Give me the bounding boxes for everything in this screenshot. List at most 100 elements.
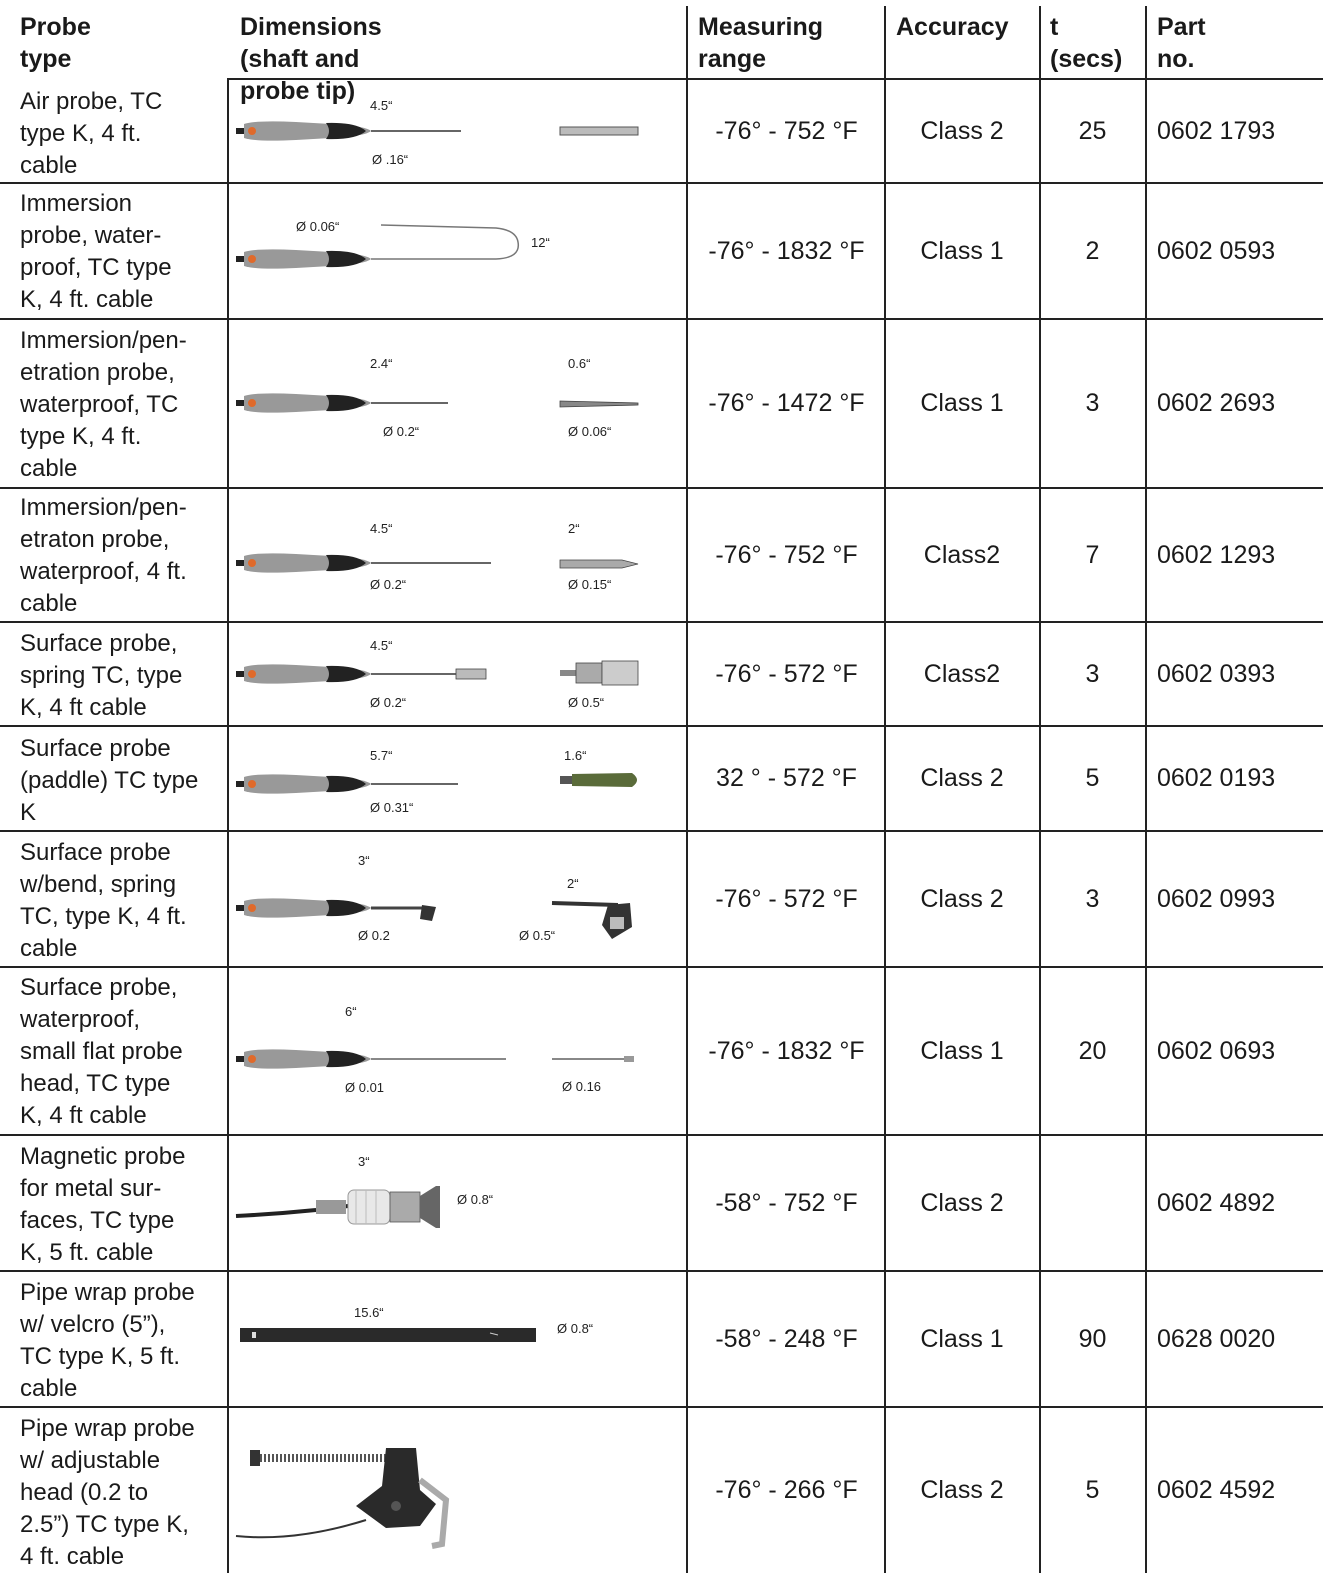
desc-line: type K, 4 ft.	[20, 120, 142, 147]
desc-line: Immersion/pen-	[20, 327, 187, 354]
probe-tip-image	[551, 901, 632, 939]
accuracy: Class 1	[920, 1036, 1004, 1065]
desc-line: Surface probe,	[20, 974, 178, 1001]
shaft-length-label: 5.7“	[370, 748, 393, 763]
row-divider	[0, 1406, 1323, 1408]
desc-line: waterproof, 4 ft.	[20, 558, 187, 585]
response-time: 5	[1085, 1476, 1100, 1504]
desc-line: head, TC type	[20, 1070, 171, 1097]
measuring-range: -76° - 1832 °F	[708, 1036, 865, 1065]
part-number: 0602 0693	[1157, 1036, 1276, 1065]
desc-line: cable	[20, 455, 78, 482]
desc-line: Pipe wrap probe	[20, 1415, 195, 1442]
desc-line: waterproof, TC	[20, 391, 179, 418]
tip-length-label: 1.6“	[564, 748, 587, 763]
probe-description: Magnetic probe for metal sur- faces, TC …	[20, 1141, 225, 1269]
header-secs: (secs)	[1050, 45, 1123, 73]
desc-line: Magnetic probe	[20, 1143, 186, 1170]
probe-image	[236, 1049, 506, 1069]
shaft-length-label: 12“	[531, 235, 550, 250]
response-time: 25	[1078, 116, 1107, 145]
accuracy: Class 2	[920, 1188, 1004, 1217]
tip-diameter-label: Ø 0.15“	[568, 577, 612, 592]
measuring-range: -76° - 1472 °F	[708, 389, 865, 417]
header-accuracy: Accuracy	[896, 13, 1009, 41]
probe-tip-image	[552, 1056, 634, 1062]
probe-tip-image	[559, 559, 639, 569]
column-divider	[1039, 6, 1041, 1573]
desc-line: Surface probe	[20, 839, 171, 866]
probe-description: Immersion/pen- etraton probe, waterproof…	[20, 492, 225, 620]
part-number: 0602 0393	[1157, 659, 1276, 688]
row-divider	[0, 621, 1323, 623]
accuracy: Class 2	[920, 116, 1004, 145]
shaft-length-label: 4.5“	[370, 521, 393, 536]
probe-description: Immersion/pen- etration probe, waterproo…	[20, 325, 225, 485]
probe-image	[236, 553, 491, 573]
part-number: 0602 1793	[1157, 116, 1276, 145]
row-divider	[0, 318, 1323, 320]
response-time	[1040, 1136, 1145, 1270]
desc-line: cable	[20, 590, 78, 617]
probe-description: Pipe wrap probe w/ adjustable head (0.2 …	[20, 1413, 225, 1573]
probe-image	[236, 774, 458, 794]
desc-line: for metal sur-	[20, 1175, 162, 1202]
response-time: 7	[1085, 540, 1100, 569]
column-divider	[686, 6, 688, 1573]
column-divider	[1145, 6, 1147, 1573]
probe-description: Surface probe, spring TC, type K, 4 ft c…	[20, 628, 225, 724]
desc-line: etration probe,	[20, 359, 175, 386]
response-time: 90	[1078, 1324, 1107, 1353]
desc-line: K, 4 ft cable	[20, 1102, 147, 1129]
probe-image	[235, 1186, 440, 1228]
desc-line: Air probe, TC	[20, 88, 163, 115]
desc-line: K, 5 ft. cable	[20, 1239, 154, 1266]
probe-image	[236, 224, 520, 269]
probe-description: Surface probe, waterproof, small flat pr…	[20, 972, 225, 1132]
desc-line: K, 4 ft cable	[20, 694, 147, 721]
tip-length-label: 2“	[567, 876, 579, 891]
column-divider	[884, 6, 886, 1573]
desc-line: proof, TC type	[20, 254, 172, 281]
desc-line: Surface probe	[20, 735, 171, 762]
probe-image	[236, 393, 448, 413]
desc-line: Immersion	[20, 190, 133, 217]
row-divider	[0, 1270, 1323, 1272]
shaft-diameter-label: Ø 0.31“	[370, 800, 414, 815]
desc-line: Pipe wrap probe	[20, 1279, 195, 1306]
desc-line: type K, 4 ft.	[20, 423, 142, 450]
shaft-diameter-label: Ø 0.06“	[296, 219, 340, 234]
desc-line: faces, TC type	[20, 1207, 175, 1234]
desc-line: K	[20, 799, 37, 826]
desc-line: probe, water-	[20, 222, 162, 249]
part-number: 0602 0193	[1157, 764, 1276, 792]
desc-line: Surface probe,	[20, 630, 178, 657]
desc-line: w/bend, spring	[20, 871, 177, 898]
probe-image	[240, 1328, 536, 1342]
probe-image	[235, 1448, 450, 1549]
measuring-range: -76° - 752 °F	[715, 540, 858, 569]
desc-line: head (0.2 to	[20, 1479, 149, 1506]
accuracy: Class 2	[920, 884, 1004, 913]
header-dimensions: Dimensions (shaft and probe tip)	[240, 13, 382, 105]
row-divider	[0, 182, 1323, 184]
measuring-range: 32 ° - 572 °F	[716, 764, 857, 792]
measuring-range: -76° - 752 °F	[715, 116, 858, 145]
measuring-range: -76° - 266 °F	[715, 1476, 858, 1504]
header-probe-type: Probe type	[20, 13, 91, 73]
part-number: 0602 2693	[1157, 389, 1276, 417]
probe-tip-image	[559, 126, 639, 136]
shaft-diameter-label: Ø 0.01	[345, 1080, 385, 1095]
desc-line: (paddle) TC type	[20, 767, 199, 794]
response-time: 20	[1078, 1036, 1107, 1065]
probe-image	[236, 898, 436, 921]
probe-image	[236, 664, 487, 684]
shaft-diameter-label: Ø 0.8“	[557, 1321, 594, 1336]
response-time: 3	[1085, 389, 1100, 417]
desc-line: 4 ft. cable	[20, 1543, 125, 1570]
tip-length-label: 0.6“	[568, 356, 591, 371]
probe-description: Immersion probe, water- proof, TC type K…	[20, 188, 225, 316]
response-time: 2	[1085, 236, 1100, 265]
response-time: 3	[1085, 659, 1100, 688]
probe-description: Air probe, TC type K, 4 ft. cable	[20, 86, 225, 182]
